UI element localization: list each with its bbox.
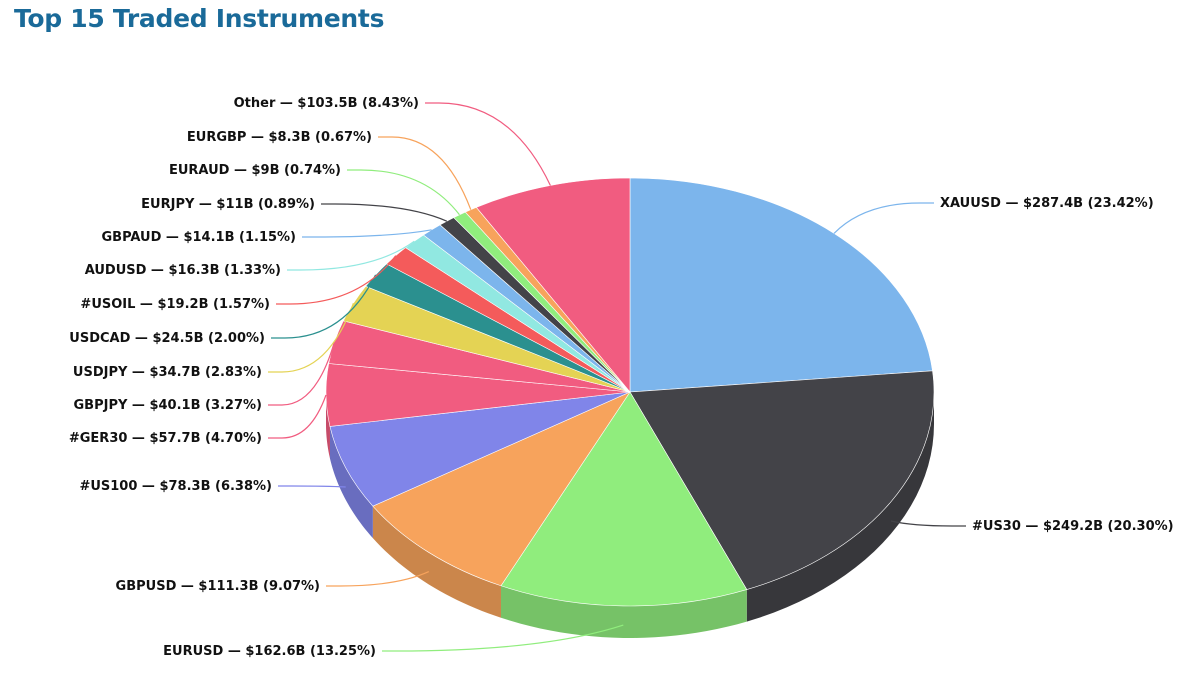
slice-label-gbpjpy: GBPJPY — $40.1B (3.27%) (74, 398, 262, 413)
slice-label-xauusd: XAUUSD — $287.4B (23.42%) (940, 196, 1154, 211)
pie-side-ger30 (326, 392, 330, 459)
slice-label-gbpusd: GBPUSD — $111.3B (9.07%) (116, 579, 320, 594)
leader-line-other (425, 102, 551, 186)
pie-side-us30 (746, 392, 934, 622)
pie-slice-us30[interactable] (629, 370, 935, 590)
leader-line-gbpjpy (268, 341, 335, 406)
slice-label-eurjpy: EURJPY — $11B (0.89%) (141, 197, 315, 212)
leader-line-gbpaud (302, 229, 432, 238)
leader-line-euraud (347, 169, 460, 216)
pie-side-gbpusd (372, 506, 501, 618)
leader-line-usdcad (271, 274, 377, 339)
pie-sides (326, 392, 934, 638)
pie-slice-eurusd[interactable] (500, 391, 748, 607)
leader-line-eurusd (382, 624, 624, 652)
slice-label-eurusd: EURUSD — $162.6B (13.25%) (163, 644, 376, 659)
leader-line-us30 (890, 520, 966, 527)
slice-label-audusd: AUDUSD — $16.3B (1.33%) (85, 263, 281, 278)
leader-line-xauusd (833, 202, 934, 234)
leader-line-usoil (276, 255, 397, 305)
leader-line-gbpusd (326, 571, 430, 587)
slice-label-gbpaud: GBPAUD — $14.1B (1.15%) (101, 230, 296, 245)
pie-side-us100 (329, 426, 373, 539)
chart-title: Top 15 Traded Instruments (14, 4, 385, 33)
leader-line-eurjpy (321, 203, 448, 222)
leader-line-ger30 (268, 394, 327, 439)
leader-lines (268, 102, 966, 652)
slice-label-euraud: EURAUD — $9B (0.74%) (169, 163, 341, 178)
pie-side-eurusd (500, 585, 747, 638)
slice-label-usdjpy: USDJPY — $34.7B (2.83%) (73, 365, 262, 380)
pie-slices (325, 177, 935, 607)
slice-label-other: Other — $103.5B (8.43%) (234, 96, 419, 111)
pie-slice-gbpusd[interactable] (372, 391, 631, 587)
slice-label-usdcad: USDCAD — $24.5B (2.00%) (69, 331, 265, 346)
pie-slice-us100[interactable] (329, 391, 631, 507)
slice-label-us100: #US100 — $78.3B (6.38%) (79, 479, 272, 494)
pie-slice-xauusd[interactable] (629, 177, 933, 393)
leader-line-eurgbp (378, 136, 472, 210)
leader-line-usdjpy (268, 302, 354, 373)
slice-label-eurgbp: EURGBP — $8.3B (0.67%) (187, 130, 372, 145)
slice-label-usoil: #USOIL — $19.2B (1.57%) (80, 297, 270, 312)
leader-line-us100 (278, 485, 346, 488)
slice-labels: XAUUSD — $287.4B (23.42%) #US30 — $249.2B… (69, 96, 1174, 659)
slice-label-us30: #US30 — $249.2B (20.30%) (972, 519, 1174, 534)
slice-label-ger30: #GER30 — $57.7B (4.70%) (69, 431, 262, 446)
leader-line-audusd (287, 240, 415, 271)
